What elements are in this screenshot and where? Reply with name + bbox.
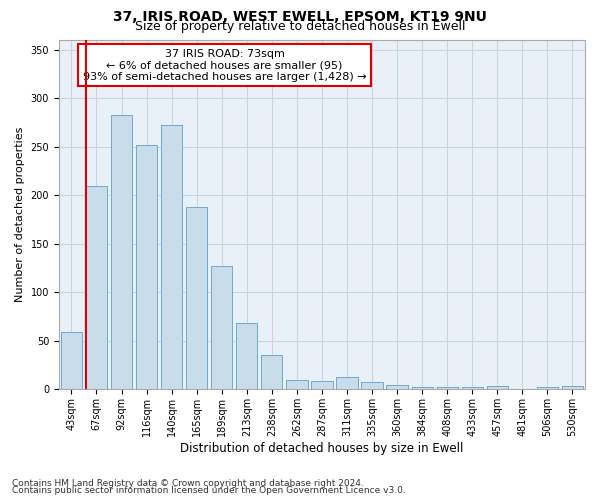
Bar [161, 126, 182, 390]
Bar [186, 207, 208, 390]
Bar [487, 386, 508, 390]
Bar [562, 386, 583, 390]
Bar [286, 380, 308, 390]
Bar [337, 377, 358, 390]
Bar [461, 388, 483, 390]
Bar [61, 332, 82, 390]
Text: Contains HM Land Registry data © Crown copyright and database right 2024.: Contains HM Land Registry data © Crown c… [12, 478, 364, 488]
Y-axis label: Number of detached properties: Number of detached properties [15, 127, 25, 302]
Text: Size of property relative to detached houses in Ewell: Size of property relative to detached ho… [135, 20, 465, 33]
Bar [537, 388, 558, 390]
Bar [437, 388, 458, 390]
Bar [111, 114, 132, 390]
Bar [361, 382, 383, 390]
Bar [261, 356, 283, 390]
X-axis label: Distribution of detached houses by size in Ewell: Distribution of detached houses by size … [180, 442, 464, 455]
Bar [136, 145, 157, 390]
Bar [412, 386, 433, 390]
Text: 37 IRIS ROAD: 73sqm
← 6% of detached houses are smaller (95)
93% of semi-detache: 37 IRIS ROAD: 73sqm ← 6% of detached hou… [83, 48, 367, 82]
Text: 37, IRIS ROAD, WEST EWELL, EPSOM, KT19 9NU: 37, IRIS ROAD, WEST EWELL, EPSOM, KT19 9… [113, 10, 487, 24]
Bar [236, 324, 257, 390]
Bar [311, 380, 332, 390]
Text: Contains public sector information licensed under the Open Government Licence v3: Contains public sector information licen… [12, 486, 406, 495]
Bar [86, 186, 107, 390]
Bar [386, 384, 408, 390]
Bar [211, 266, 232, 390]
